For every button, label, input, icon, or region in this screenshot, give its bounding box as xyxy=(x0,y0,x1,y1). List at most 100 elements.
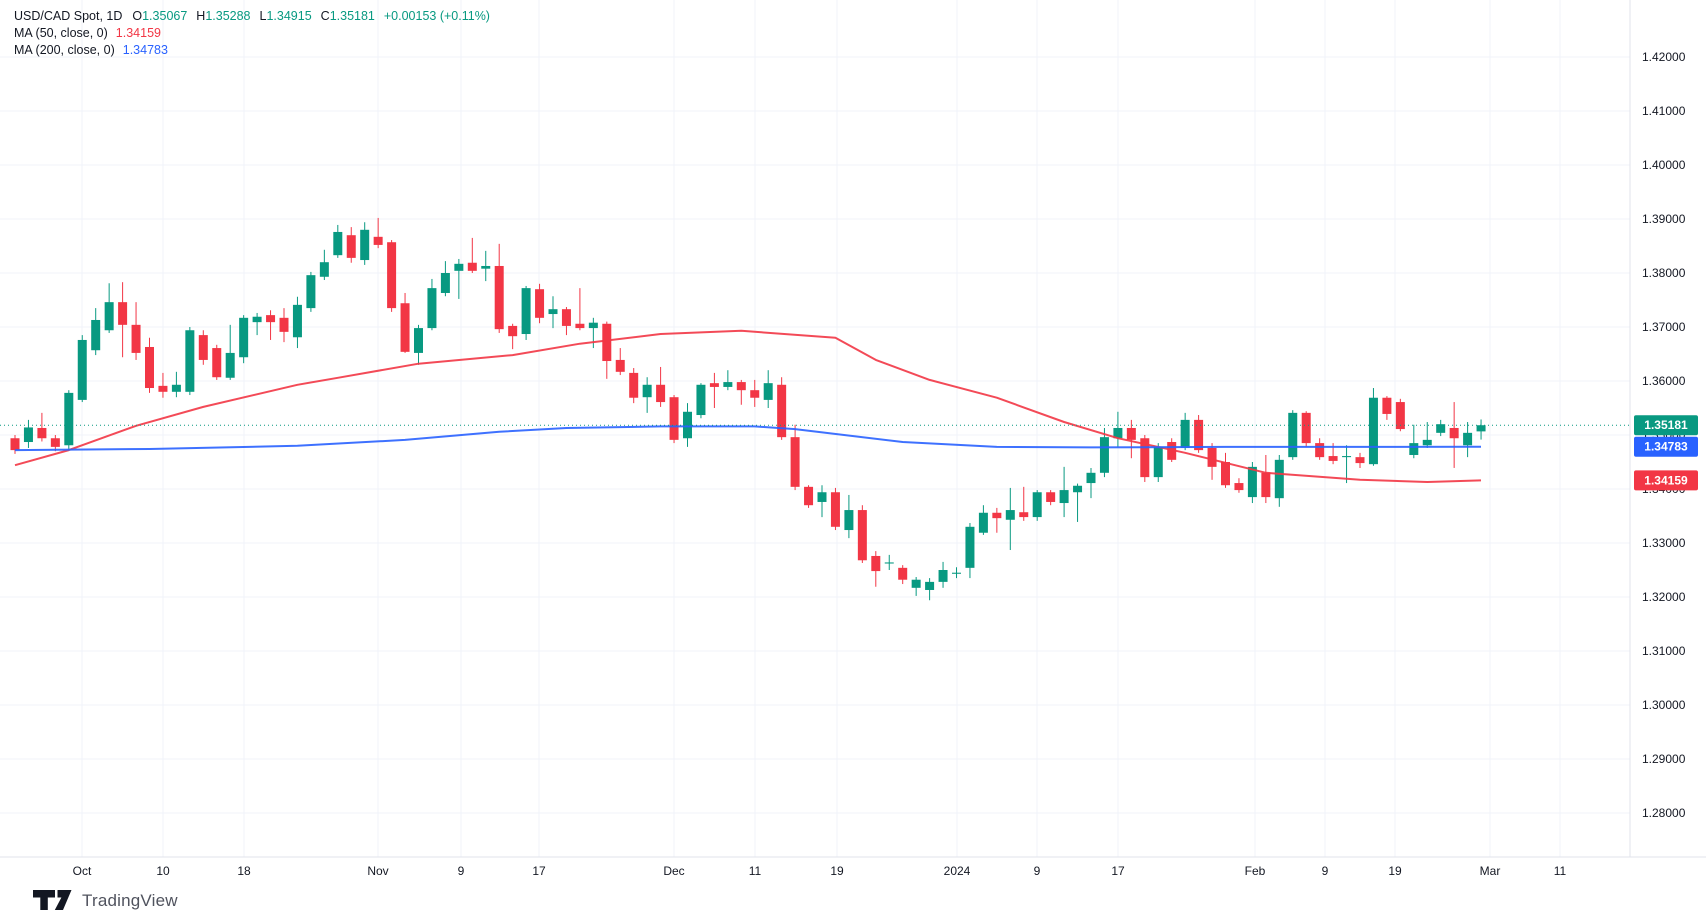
price-tick-label: 1.33000 xyxy=(1642,536,1686,550)
candle-down xyxy=(561,309,571,326)
candle-down xyxy=(1046,492,1056,502)
candle-up xyxy=(292,304,302,338)
candle-down xyxy=(804,486,814,506)
candle-up xyxy=(938,570,948,582)
price-badge-close-text: 1.35181 xyxy=(1644,418,1688,432)
candle-up xyxy=(1032,492,1042,518)
ma200-label: MA (200, close, 0) xyxy=(14,43,115,57)
candle-down xyxy=(1019,512,1029,518)
price-badge-ma200-text: 1.34783 xyxy=(1644,440,1688,454)
price-tick-label: 1.29000 xyxy=(1642,752,1686,766)
candle-up xyxy=(1476,425,1486,432)
candle-up xyxy=(481,265,491,269)
close-value: 1.35181 xyxy=(329,9,375,23)
time-axis[interactable]: Oct 10 18 Nov 9 17 Dec 11 19 2024 9 17 Feb 9 19 Mar 11 xyxy=(73,864,1567,878)
candle-down xyxy=(118,302,128,325)
candle-down xyxy=(602,323,612,362)
candle-down xyxy=(709,383,719,387)
candle-up xyxy=(319,262,329,277)
candle-down xyxy=(198,335,208,360)
time-tick-label: Feb xyxy=(1245,864,1266,878)
candle-up xyxy=(1247,466,1257,498)
candle-up xyxy=(306,275,316,309)
tradingview-logo[interactable]: TradingView xyxy=(33,890,178,911)
candle-down xyxy=(615,359,625,372)
tradingview-logo-icon xyxy=(33,890,72,910)
time-tick-label: 2024 xyxy=(944,864,971,878)
candle-up xyxy=(642,384,652,398)
candle-up xyxy=(1409,443,1419,455)
candle-down xyxy=(777,384,787,438)
candle-down xyxy=(669,397,679,440)
candle-down xyxy=(131,324,141,353)
time-tick-label: 11 xyxy=(1554,864,1567,878)
candle-down xyxy=(494,265,504,330)
candle-down xyxy=(575,323,585,329)
time-tick-label: Oct xyxy=(73,864,92,878)
time-tick-label: Nov xyxy=(367,864,388,878)
candle-up xyxy=(683,411,692,439)
candle-up xyxy=(1342,456,1352,458)
candle-up xyxy=(1368,397,1378,465)
candles-layer xyxy=(10,217,1486,601)
candle-down xyxy=(1449,427,1459,439)
candle-up xyxy=(1463,432,1473,446)
ma50-value: 1.34159 xyxy=(115,26,161,40)
time-tick-label: 17 xyxy=(532,864,546,878)
candle-up xyxy=(952,572,961,574)
time-tick-label: 9 xyxy=(1322,864,1329,878)
candle-down xyxy=(736,382,746,391)
axis-borders xyxy=(0,0,1706,858)
price-tick-label: 1.38000 xyxy=(1642,266,1686,280)
price-axis-badges: 1.35181 1.34783 1.34159 xyxy=(1634,415,1698,491)
time-tick-label: 10 xyxy=(156,864,170,878)
candle-up xyxy=(252,316,262,323)
high-label: H xyxy=(196,9,206,23)
tradingview-logo-text: TradingView xyxy=(82,890,178,910)
candle-up xyxy=(521,288,531,335)
candle-down xyxy=(266,315,276,323)
candle-up xyxy=(64,392,74,446)
candle-up xyxy=(440,273,450,293)
open-value: 1.35067 xyxy=(142,9,188,23)
time-tick-label: 11 xyxy=(749,864,762,878)
price-tick-label: 1.28000 xyxy=(1642,806,1686,820)
candle-up xyxy=(911,579,921,588)
candle-down xyxy=(10,438,20,451)
candle-up xyxy=(427,288,437,329)
candle-up xyxy=(1099,437,1109,473)
change-value: +0.00153 (+0.11%) xyxy=(383,9,490,23)
candle-up xyxy=(1288,412,1298,458)
candle-down xyxy=(50,438,60,447)
candle-down xyxy=(1382,397,1392,414)
legend-ma200-row[interactable]: MA (200, close, 0) 1.34783 xyxy=(14,42,490,59)
candle-up xyxy=(454,263,464,271)
candle-up xyxy=(1073,485,1083,493)
candle-down xyxy=(857,510,867,561)
candle-down xyxy=(1395,402,1405,430)
candle-up xyxy=(360,229,370,261)
candle-down xyxy=(1301,412,1311,444)
price-tick-label: 1.30000 xyxy=(1642,698,1686,712)
candle-down xyxy=(467,262,477,271)
price-tick-label: 1.42000 xyxy=(1642,50,1686,64)
price-tick-label: 1.37000 xyxy=(1642,320,1686,334)
candle-down xyxy=(212,348,222,378)
price-tick-label: 1.32000 xyxy=(1642,590,1686,604)
candle-down xyxy=(830,492,840,527)
price-tick-label: 1.41000 xyxy=(1642,104,1686,118)
candle-up xyxy=(104,302,114,331)
candle-down xyxy=(629,372,639,398)
candle-up xyxy=(925,581,935,590)
candle-up xyxy=(763,383,773,400)
legend-ma50-row[interactable]: MA (50, close, 0) 1.34159 xyxy=(14,25,490,42)
low-value: 1.34915 xyxy=(266,9,312,23)
symbol-title[interactable]: USD/CAD Spot, 1D xyxy=(14,9,123,23)
legend-symbol-row: USD/CAD Spot, 1D O1.35067 H1.35288 L1.34… xyxy=(14,8,490,25)
time-tick-label: 9 xyxy=(458,864,465,878)
ma50-line xyxy=(14,329,1482,483)
candle-down xyxy=(145,346,154,389)
ohlc-open: O1.35067 xyxy=(132,8,187,25)
